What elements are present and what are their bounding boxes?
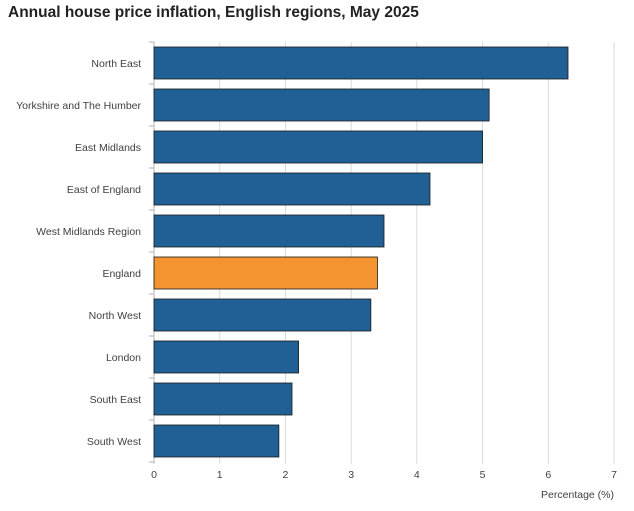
bar-south-west [153, 424, 280, 458]
bar-north-east [153, 46, 569, 80]
x-tick-label: 2 [283, 469, 289, 481]
x-tick-label: 3 [348, 469, 354, 481]
x-tick-label: 5 [480, 469, 486, 481]
x-tick-label: 6 [545, 469, 551, 481]
category-label: Yorkshire and The Humber [16, 100, 141, 112]
x-tick-label: 7 [611, 469, 617, 481]
bar-south-east [153, 382, 293, 416]
category-label: London [106, 352, 141, 364]
category-label: East Midlands [75, 142, 141, 154]
bars [153, 46, 569, 458]
category-label: East of England [67, 184, 141, 196]
bar-yorkshire-and-the-humber [153, 88, 490, 122]
category-label: North West [89, 310, 141, 322]
chart-title: Annual house price inflation, English re… [8, 4, 419, 21]
category-label: North East [91, 58, 141, 70]
x-tick-label: 0 [151, 469, 157, 481]
category-label: West Midlands Region [36, 226, 141, 238]
bar-london [153, 340, 299, 374]
bar-west-midlands-region [153, 214, 385, 248]
bar-england [153, 256, 378, 290]
category-label: South East [90, 394, 141, 406]
category-labels: North East Yorkshire and The Humber East M… [16, 58, 141, 448]
category-label: South West [87, 436, 141, 448]
bar-north-west [153, 298, 372, 332]
bar-east-of-england [153, 172, 431, 206]
x-tick-labels: 0 1 2 3 4 5 6 7 [151, 469, 617, 481]
x-axis-label: Percentage (%) [541, 489, 614, 501]
bar-east-midlands [153, 130, 483, 164]
x-tick-label: 1 [217, 469, 223, 481]
x-tick-label: 4 [414, 469, 420, 481]
category-label: England [102, 268, 141, 280]
